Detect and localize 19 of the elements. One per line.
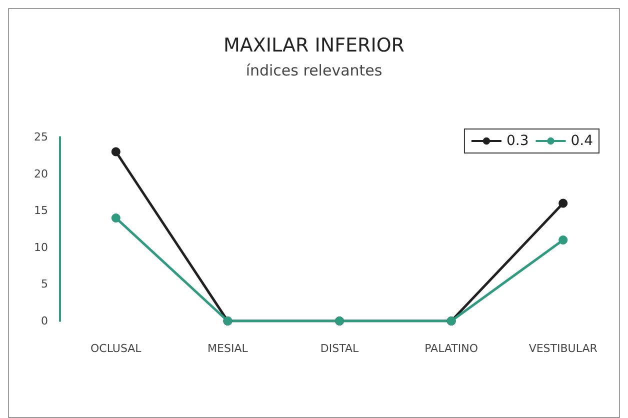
x-tick-label: OCLUSAL	[90, 342, 142, 355]
chart-title: MAXILAR INFERIOR	[224, 34, 404, 56]
x-tick-label: MESIAL	[208, 342, 249, 355]
y-tick-label: 10	[34, 240, 48, 254]
y-tick-label: 20	[34, 167, 48, 180]
legend-label: 0.3	[506, 133, 529, 149]
x-tick-label: VESTIBULAR	[528, 342, 598, 355]
chart-subtitle: índices relevantes	[246, 62, 382, 80]
point	[111, 147, 120, 156]
y-tick-label: 5	[41, 278, 48, 291]
y-tick-label: 15	[34, 204, 48, 218]
point	[558, 236, 568, 245]
point	[111, 213, 120, 222]
y-tick-label: 25	[34, 130, 48, 144]
point	[558, 198, 568, 208]
legend-label: 0.4	[570, 133, 594, 149]
x-tick-label: PALATINO	[424, 342, 478, 355]
x-tick-label: DISTAL	[320, 342, 360, 355]
y-tick-label: 0	[41, 314, 48, 328]
